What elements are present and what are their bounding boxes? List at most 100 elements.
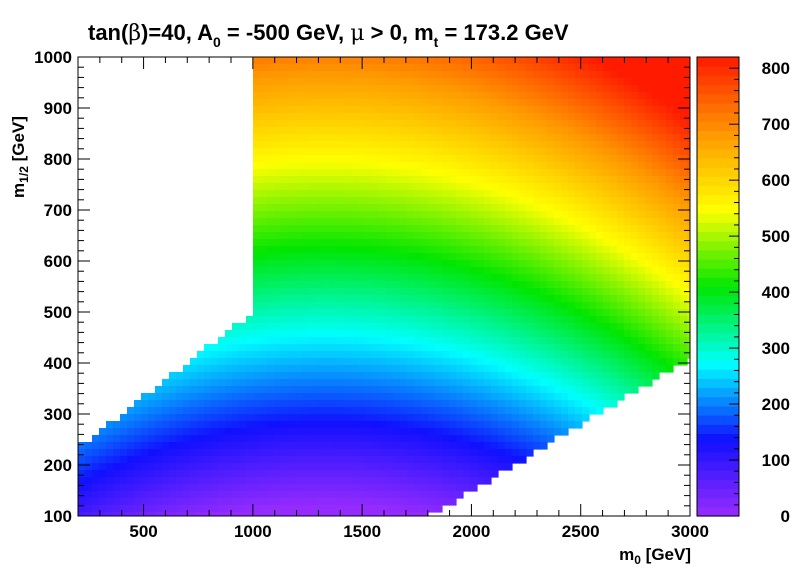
heatmap-cell	[491, 386, 499, 394]
heatmap-cell	[638, 211, 646, 219]
heatmap-cell	[645, 64, 653, 72]
heatmap-cell	[638, 155, 646, 163]
heatmap-cell	[253, 428, 261, 436]
heatmap-cell	[575, 316, 583, 324]
heatmap-cell	[351, 302, 359, 310]
heatmap-cell	[351, 484, 359, 492]
heatmap-cell	[463, 155, 471, 163]
heatmap-cell	[288, 414, 296, 422]
heatmap-cell	[442, 141, 450, 149]
heatmap-cell	[463, 302, 471, 310]
heatmap-cell	[78, 477, 86, 485]
heatmap-cell	[218, 344, 226, 352]
heatmap-cell	[470, 239, 478, 247]
heatmap-cell	[288, 491, 296, 499]
heatmap-cell	[232, 351, 240, 359]
heatmap-cell	[414, 421, 422, 429]
heatmap-cell	[561, 351, 569, 359]
heatmap-cell	[386, 183, 394, 191]
heatmap-cell	[218, 351, 226, 359]
heatmap-cell	[666, 351, 674, 359]
heatmap-cell	[330, 358, 338, 366]
heatmap-cell	[379, 435, 387, 443]
heatmap-cell	[218, 491, 226, 499]
heatmap-cell	[526, 239, 534, 247]
heatmap-cell	[526, 295, 534, 303]
heatmap-cell	[162, 442, 170, 450]
heatmap-cell	[470, 393, 478, 401]
heatmap-cell	[358, 288, 366, 296]
heatmap-cell	[470, 386, 478, 394]
heatmap-cell	[260, 211, 268, 219]
heatmap-cell	[659, 267, 667, 275]
heatmap-cell	[267, 379, 275, 387]
heatmap-cell	[673, 134, 681, 142]
heatmap-cell	[267, 281, 275, 289]
heatmap-cell	[344, 232, 352, 240]
heatmap-cell	[456, 64, 464, 72]
heatmap-cell	[463, 57, 471, 65]
heatmap-cell	[484, 127, 492, 135]
heatmap-cell	[253, 372, 261, 380]
heatmap-cell	[253, 71, 261, 79]
heatmap-cell	[372, 463, 380, 471]
heatmap-cell	[295, 141, 303, 149]
heatmap-cell	[547, 155, 555, 163]
heatmap-cell	[330, 183, 338, 191]
heatmap-cell	[449, 190, 457, 198]
heatmap-cell	[470, 183, 478, 191]
heatmap-cell	[456, 316, 464, 324]
heatmap-cell	[561, 309, 569, 317]
heatmap-cell	[274, 176, 282, 184]
z-tick-label: 400	[762, 283, 790, 302]
heatmap-cell	[253, 316, 261, 324]
heatmap-cell	[386, 113, 394, 121]
heatmap-cell	[638, 239, 646, 247]
heatmap-cell	[519, 239, 527, 247]
heatmap-cell	[666, 330, 674, 338]
heatmap-cell	[512, 449, 520, 457]
heatmap-cell	[400, 498, 408, 506]
heatmap-cell	[288, 141, 296, 149]
heatmap-cell	[225, 456, 233, 464]
heatmap-cell	[477, 127, 485, 135]
heatmap-cell	[204, 484, 212, 492]
heatmap-cell	[260, 288, 268, 296]
heatmap-cell	[246, 470, 254, 478]
x-tick-label: 2000	[453, 522, 491, 541]
heatmap-cell	[428, 463, 436, 471]
heatmap-cell	[309, 99, 317, 107]
heatmap-cell	[470, 302, 478, 310]
heatmap-cell	[498, 260, 506, 268]
color-bar-band	[697, 497, 739, 508]
heatmap-cell	[267, 127, 275, 135]
heatmap-cell	[169, 379, 177, 387]
heatmap-cell	[470, 113, 478, 121]
heatmap-cell	[498, 211, 506, 219]
heatmap-cell	[400, 134, 408, 142]
heatmap-cell	[253, 393, 261, 401]
heatmap-cell	[463, 400, 471, 408]
heatmap-cell	[386, 120, 394, 128]
heatmap-cell	[372, 141, 380, 149]
heatmap-cell	[351, 330, 359, 338]
heatmap-cell	[645, 239, 653, 247]
heatmap-cell	[316, 225, 324, 233]
heatmap-cell	[540, 316, 548, 324]
heatmap-cell	[365, 127, 373, 135]
heatmap-cell	[407, 323, 415, 331]
heatmap-cell	[162, 435, 170, 443]
heatmap-cell	[344, 337, 352, 345]
heatmap-cell	[687, 92, 690, 100]
heatmap-cell	[400, 281, 408, 289]
heatmap-cell	[120, 505, 128, 513]
heatmap-cell	[575, 407, 583, 415]
heatmap-cell	[351, 204, 359, 212]
heatmap-cell	[218, 505, 226, 513]
heatmap-cell	[288, 260, 296, 268]
heatmap-cell	[295, 463, 303, 471]
heatmap-cell	[120, 421, 128, 429]
heatmap-cell	[421, 141, 429, 149]
heatmap-cell	[533, 106, 541, 114]
heatmap-cell	[386, 379, 394, 387]
